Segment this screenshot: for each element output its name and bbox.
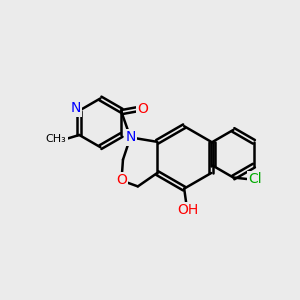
Text: OH: OH [177,203,199,217]
Text: N: N [125,130,136,144]
Text: CH₃: CH₃ [46,134,67,144]
Text: O: O [116,173,127,188]
Text: Cl: Cl [248,172,262,186]
Text: O: O [138,102,148,116]
Text: N: N [70,101,81,115]
